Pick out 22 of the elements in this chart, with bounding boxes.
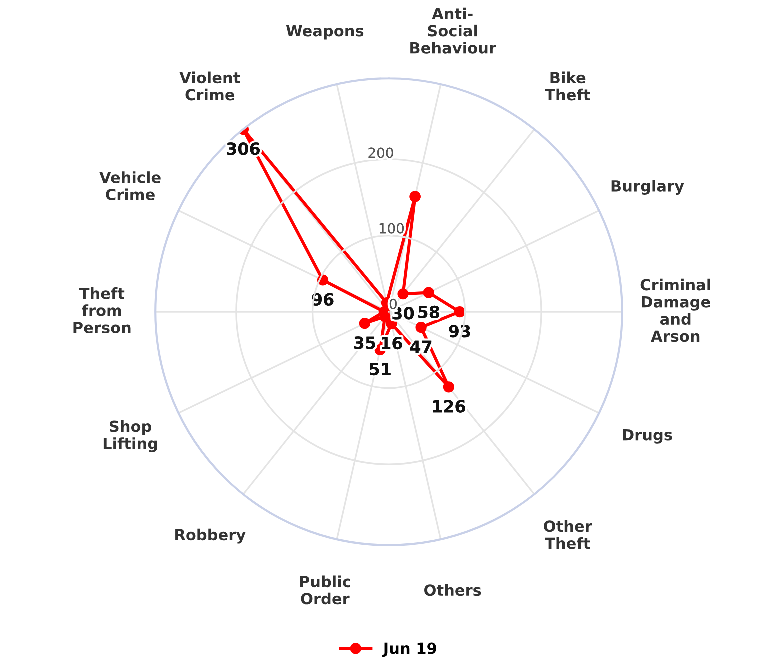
spoke-label: Drugs [623,429,672,444]
spoke-label: Violent Crime [180,72,240,101]
spoke-label: Weapons [286,25,364,40]
spoke-label: Burglary [612,180,684,195]
spoke-label: Anti- Social Behaviour [410,8,496,54]
data-label: 35 [354,336,376,350]
spoke-label: Robbery [176,528,246,544]
legend-label: Jun 19 [382,642,436,658]
data-label: 126 [433,400,466,413]
spoke-label: Theft from Person [74,288,131,334]
data-label: 51 [370,363,391,376]
spoke-label: Shop Lifting [104,420,158,452]
spoke-label: Criminal Damage and Arson [640,278,710,342]
spoke-label: Public Order [300,576,350,605]
spoke-label: Other Theft [544,520,592,550]
spoke-label: Bike Theft [545,72,590,101]
y-tick-label: 100 [380,223,404,234]
data-label: 93 [449,325,470,338]
spoke-label: Vehicle Crime [100,172,161,201]
y-tick-label: 200 [368,148,394,158]
spoke-label: Others [424,584,482,596]
data-label: 58 [418,306,440,318]
